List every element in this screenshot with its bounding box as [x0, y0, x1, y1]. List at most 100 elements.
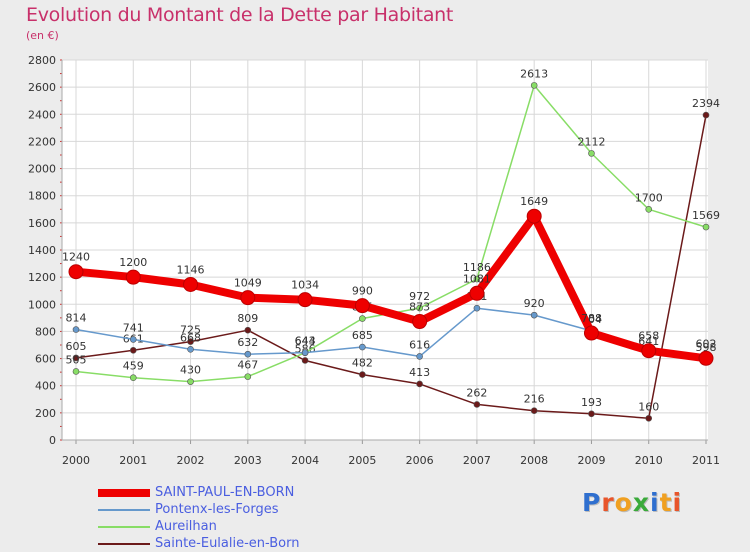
legend-swatch [98, 508, 150, 511]
proxiti-logo: Proxiti [582, 488, 682, 517]
data-label-saint-paul-en-born: 658 [638, 330, 659, 343]
data-point-aureilhan [702, 223, 710, 231]
data-label-aureilhan: 1569 [692, 209, 720, 222]
data-point-aureilhan [244, 373, 252, 380]
logo-letter: x [632, 488, 650, 517]
data-point-pontenx-les-forges [530, 311, 538, 319]
data-label-aureilhan: 505 [66, 353, 87, 366]
data-label-aureilhan: 459 [123, 360, 144, 373]
y-tick-label: 2400 [28, 108, 56, 121]
legend: SAINT-PAUL-EN-BORN Pontenx-les-Forges Aure… [98, 484, 338, 552]
data-label-pontenx-les-forges: 641 [638, 335, 659, 348]
data-label-saint-paul-en-born: 873 [409, 301, 430, 314]
data-label-sainte-eulalie-en-born: 2394 [692, 97, 720, 110]
data-label-saint-paul-en-born: 1146 [177, 263, 205, 276]
data-point-sainte-eulalie-en-born [187, 338, 194, 345]
data-label-sainte-eulalie-en-born: 725 [180, 324, 201, 337]
data-point-aureilhan [129, 374, 137, 382]
data-label-aureilhan: 2613 [520, 67, 548, 80]
data-label-sainte-eulalie-en-born: 193 [581, 396, 602, 409]
data-label-sainte-eulalie-en-born: 216 [524, 393, 545, 406]
data-point-saint-paul-en-born [526, 208, 542, 224]
y-tick-label: 1000 [28, 298, 56, 311]
y-tick-label: 800 [35, 325, 56, 338]
data-label-aureilhan: 1700 [635, 191, 663, 204]
data-label-sainte-eulalie-en-born: 262 [466, 386, 487, 399]
data-point-saint-paul-en-born [641, 343, 657, 359]
data-point-aureilhan [588, 150, 595, 157]
data-label-saint-paul-en-born: 1649 [520, 195, 548, 208]
data-label-aureilhan: 643 [295, 335, 316, 348]
x-tick-label: 2011 [692, 454, 720, 467]
logo-letter: P [582, 488, 602, 517]
data-point-sainte-eulalie-en-born [645, 414, 653, 422]
series-line-sainte-eulalie-en-born [75, 114, 707, 420]
data-point-sainte-eulalie-en-born [72, 354, 80, 362]
data-point-aureilhan [416, 304, 423, 312]
data-point-pontenx-les-forges [416, 353, 423, 360]
logo-letter: i [672, 488, 683, 517]
y-tick-label: 1600 [28, 217, 56, 230]
legend-item-aureilhan: Aureilhan [98, 518, 338, 535]
logo-letter: o [614, 488, 633, 517]
data-label-saint-paul-en-born: 1200 [119, 256, 147, 269]
data-label-pontenx-les-forges: 616 [409, 338, 430, 351]
data-point-saint-paul-en-born [125, 269, 141, 285]
data-point-pontenx-les-forges [129, 336, 137, 343]
data-label-saint-paul-en-born: 1240 [62, 251, 90, 264]
data-point-pontenx-les-forges [72, 326, 80, 333]
y-tick-label: 2800 [28, 54, 56, 67]
x-tick-label: 2002 [177, 454, 205, 467]
data-label-saint-paul-en-born: 990 [352, 285, 373, 298]
x-tick-label: 2001 [119, 454, 147, 467]
data-label-saint-paul-en-born: 1081 [463, 272, 491, 285]
logo-letter: t [659, 488, 673, 517]
unit-label: (en €) [26, 29, 59, 42]
data-label-pontenx-les-forges: 644 [295, 335, 316, 348]
data-label-aureilhan: 1186 [463, 261, 491, 274]
chart-title: Evolution du Montant de la Dette par Hab… [26, 4, 454, 26]
data-label-pontenx-les-forges: 741 [123, 321, 144, 334]
data-label-saint-paul-en-born: 1034 [291, 279, 319, 292]
data-point-sainte-eulalie-en-born [530, 407, 538, 414]
logo-letter: i [650, 488, 660, 517]
x-tick-label: 2010 [635, 454, 663, 467]
data-label-sainte-eulalie-en-born: 809 [237, 312, 258, 325]
legend-label: SAINT-PAUL-EN-BORN [155, 485, 295, 500]
y-tick-label: 200 [35, 407, 56, 420]
data-label-aureilhan: 430 [180, 364, 201, 377]
data-point-sainte-eulalie-en-born [129, 346, 137, 354]
data-point-sainte-eulalie-en-born [244, 326, 252, 334]
legend-item-pontenx-les-forges: Pontenx-les-Forges [98, 501, 338, 518]
data-label-pontenx-les-forges: 598 [696, 341, 717, 354]
logo-letter: r [601, 488, 615, 517]
legend-swatch [98, 525, 150, 528]
data-point-saint-paul-en-born [469, 285, 485, 301]
data-label-pontenx-les-forges: 632 [237, 336, 258, 349]
y-tick-label: 2600 [28, 81, 56, 94]
data-point-saint-paul-en-born [183, 276, 199, 292]
data-point-pontenx-les-forges [244, 350, 252, 358]
data-point-pontenx-les-forges [301, 349, 309, 356]
data-point-pontenx-les-forges [187, 346, 194, 353]
data-label-pontenx-les-forges: 685 [352, 329, 373, 342]
x-tick-label: 2005 [348, 454, 376, 467]
data-point-saint-paul-en-born [698, 350, 714, 366]
data-label-saint-paul-en-born: 1049 [234, 277, 262, 290]
x-tick-label: 2004 [291, 454, 319, 467]
data-point-aureilhan [530, 82, 538, 89]
x-tick-label: 2007 [463, 454, 491, 467]
x-tick-label: 2009 [577, 454, 605, 467]
data-point-saint-paul-en-born [354, 298, 370, 314]
x-tick-label: 2000 [62, 454, 90, 467]
data-point-sainte-eulalie-en-born [588, 410, 595, 418]
data-point-sainte-eulalie-en-born [359, 371, 366, 378]
data-label-saint-paul-en-born: 602 [696, 337, 717, 350]
data-point-saint-paul-en-born [240, 290, 256, 306]
data-point-saint-paul-en-born [583, 325, 599, 341]
data-label-sainte-eulalie-en-born: 605 [66, 340, 87, 353]
legend-swatch [98, 488, 150, 497]
data-label-aureilhan: 467 [237, 359, 258, 372]
data-point-saint-paul-en-born [412, 314, 428, 330]
